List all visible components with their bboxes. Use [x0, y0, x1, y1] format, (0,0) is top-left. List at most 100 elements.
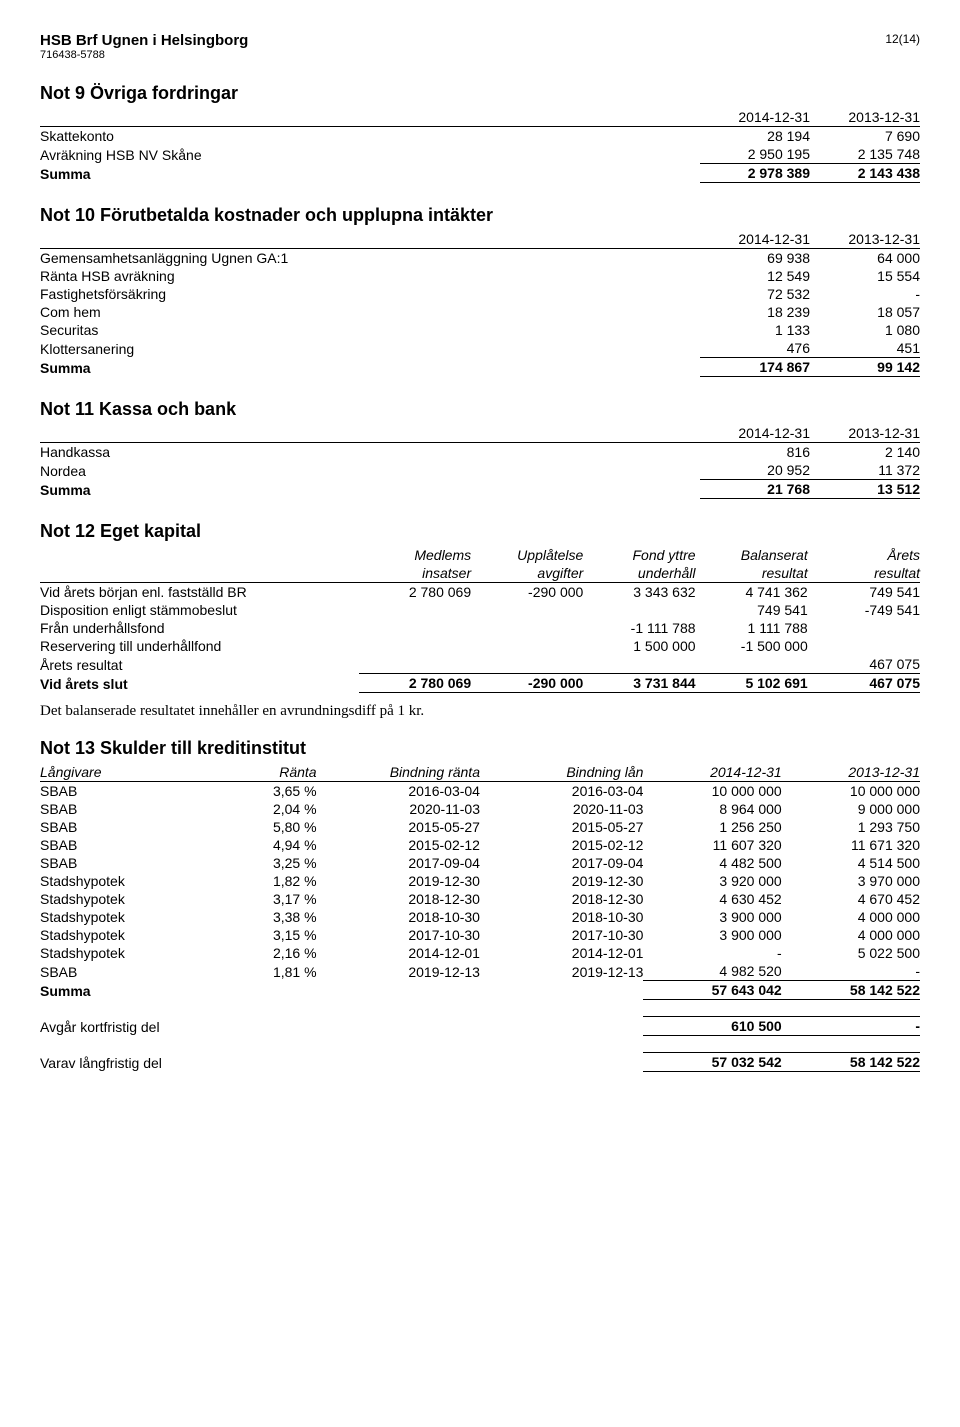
sum-value: 3 731 844 [583, 674, 695, 693]
row-value: 18 057 [810, 303, 920, 321]
note12-footer-text: Det balanserade resultatet innehåller en… [40, 703, 920, 720]
sum-label: Vid årets slut [40, 674, 359, 693]
row-value: 3 343 632 [583, 583, 695, 602]
table-row: Stadshypotek3,17 %2018-12-302018-12-304 … [40, 890, 920, 908]
row-label: Gemensamhetsanläggning Ugnen GA:1 [40, 249, 700, 268]
table-row: SBAB1,81 %2019-12-132019-12-134 982 520- [40, 962, 920, 981]
sum-value: 467 075 [808, 674, 920, 693]
row-label: Vid årets början enl. fastställd BR [40, 583, 359, 602]
rate: 2,04 % [216, 800, 317, 818]
table-row: Från underhållsfond-1 111 7881 111 788 [40, 619, 920, 637]
row-label: Klottersanering [40, 339, 700, 358]
row-label: Från underhållsfond [40, 619, 359, 637]
col-header: 2013-12-31 [782, 763, 920, 782]
amount-prev: 4 670 452 [782, 890, 920, 908]
rate-binding: 2020-11-03 [317, 800, 480, 818]
col-header: resultat [808, 564, 920, 583]
short-term-label: Avgår kortfristig del [40, 1017, 643, 1036]
lender: SBAB [40, 836, 216, 854]
col-header: underhåll [583, 564, 695, 583]
row-value [808, 619, 920, 637]
amount-current: 8 964 000 [643, 800, 781, 818]
col-header: 2013-12-31 [810, 108, 920, 127]
amount-prev: 5 022 500 [782, 944, 920, 962]
table-row: Avräkning HSB NV Skåne2 950 1952 135 748 [40, 145, 920, 164]
row-value [359, 601, 471, 619]
col-header: 2014-12-31 [700, 230, 810, 249]
table-row: SBAB3,25 %2017-09-042017-09-044 482 5004… [40, 854, 920, 872]
org-number: 716438-5788 [40, 49, 248, 61]
sum-value: 58 142 522 [782, 981, 920, 1000]
row-label: Ränta HSB avräkning [40, 267, 700, 285]
amount-current: 4 982 520 [643, 962, 781, 981]
row-value: - [810, 285, 920, 303]
col-header: Balanserat [696, 546, 808, 564]
note9-table: 2014-12-31 2013-12-31 Skattekonto28 1947… [40, 108, 920, 183]
note11-table: 2014-12-31 2013-12-31 Handkassa8162 140N… [40, 424, 920, 499]
col-header: Långivare [40, 763, 216, 782]
amount-current: 10 000 000 [643, 782, 781, 801]
lender: SBAB [40, 854, 216, 872]
note12-table: Medlems Upplåtelse Fond yttre Balanserat… [40, 546, 920, 693]
row-value: -749 541 [808, 601, 920, 619]
col-header: insatser [359, 564, 471, 583]
amount-current: 3 920 000 [643, 872, 781, 890]
note11-title: Not 11 Kassa och bank [40, 399, 920, 420]
row-value [471, 619, 583, 637]
rate-binding: 2015-05-27 [317, 818, 480, 836]
col-header: Fond yttre [583, 546, 695, 564]
col-header: Medlems [359, 546, 471, 564]
rate-binding: 2019-12-30 [317, 872, 480, 890]
row-value [696, 655, 808, 674]
row-value [471, 655, 583, 674]
sum-label: Summa [40, 358, 700, 377]
col-header: Ränta [216, 763, 317, 782]
rate: 5,80 % [216, 818, 317, 836]
amount-prev: 11 671 320 [782, 836, 920, 854]
loan-binding: 2019-12-30 [480, 872, 643, 890]
amount-current: 3 900 000 [643, 926, 781, 944]
table-row: Nordea20 95211 372 [40, 461, 920, 480]
amount-current: 3 900 000 [643, 908, 781, 926]
col-header: Bindning lån [480, 763, 643, 782]
sum-value: 174 867 [700, 358, 810, 377]
table-row: Stadshypotek3,38 %2018-10-302018-10-303 … [40, 908, 920, 926]
table-row: Årets resultat467 075 [40, 655, 920, 674]
col-header: Bindning ränta [317, 763, 480, 782]
rate-binding: 2014-12-01 [317, 944, 480, 962]
sum-value: -290 000 [471, 674, 583, 693]
table-row: Reservering till underhållfond1 500 000-… [40, 637, 920, 655]
amount-current: 1 256 250 [643, 818, 781, 836]
page-header: HSB Brf Ugnen i Helsingborg 716438-5788 … [40, 32, 920, 61]
row-value: 749 541 [696, 601, 808, 619]
row-value: 2 135 748 [810, 145, 920, 164]
amount-prev: 3 970 000 [782, 872, 920, 890]
table-row: SBAB4,94 %2015-02-122015-02-1211 607 320… [40, 836, 920, 854]
loan-binding: 2015-02-12 [480, 836, 643, 854]
table-row: Ränta HSB avräkning12 54915 554 [40, 267, 920, 285]
lender: SBAB [40, 818, 216, 836]
lender: Stadshypotek [40, 872, 216, 890]
sum-value: 2 143 438 [810, 164, 920, 183]
row-value [359, 619, 471, 637]
lender: Stadshypotek [40, 890, 216, 908]
note13-title: Not 13 Skulder till kreditinstitut [40, 738, 920, 759]
row-value [359, 637, 471, 655]
row-value: 2 950 195 [700, 145, 810, 164]
col-header: resultat [696, 564, 808, 583]
rate: 4,94 % [216, 836, 317, 854]
rate-binding: 2018-12-30 [317, 890, 480, 908]
rate: 3,17 % [216, 890, 317, 908]
row-value: 1 111 788 [696, 619, 808, 637]
col-header: 2014-12-31 [700, 424, 810, 443]
lender: SBAB [40, 962, 216, 981]
rate-binding: 2019-12-13 [317, 962, 480, 981]
rate: 2,16 % [216, 944, 317, 962]
row-value [808, 637, 920, 655]
row-label: Securitas [40, 321, 700, 339]
rate: 1,82 % [216, 872, 317, 890]
loan-binding: 2018-10-30 [480, 908, 643, 926]
rate: 1,81 % [216, 962, 317, 981]
row-label: Disposition enligt stämmobeslut [40, 601, 359, 619]
loan-binding: 2014-12-01 [480, 944, 643, 962]
